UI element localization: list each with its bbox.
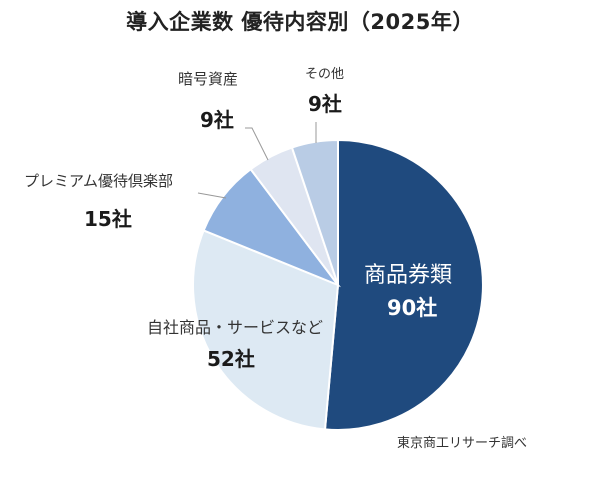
slice-value-other: 9社 [308,92,342,116]
slice-value-premium-club: 15社 [84,207,132,231]
slice-value-crypto: 9社 [200,108,234,132]
leader-line-crypto [245,127,269,161]
slice-label-premium-club: プレミアム優待倶楽部 [24,172,173,190]
pie-slice-own-products [192,229,340,431]
source-note: 東京商工リサーチ調べ [397,436,528,451]
slice-label-own-products: 自社商品・サービスなど [147,318,324,337]
slice-label-other: その他 [305,67,345,82]
pie-slice-other [290,138,339,286]
leader-line-premium [197,192,227,199]
pie-slice-gift-cards [323,138,484,431]
slice-value-own-products: 52社 [207,347,255,371]
slice-value-gift-cards: 90社 [387,296,438,320]
chart-title: 導入企業数 優待内容別（2025年） [126,10,474,34]
slice-label-crypto: 暗号資産 [178,70,239,88]
slice-label-gift-cards: 商品券類 [364,263,453,288]
